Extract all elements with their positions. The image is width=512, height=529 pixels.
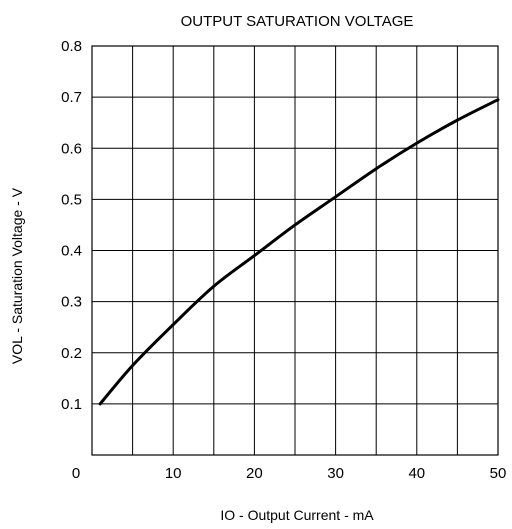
chart-title: OUTPUT SATURATION VOLTAGE (181, 13, 414, 30)
x-tick-label: 30 (327, 465, 344, 482)
y-tick-label: 0.7 (61, 89, 82, 106)
y-axis-label: VOL - Saturation Voltage - V (9, 187, 25, 364)
x-tick-labels: 0 10 20 30 40 50 (72, 465, 507, 482)
grid-layer (92, 46, 498, 455)
y-tick-label: 0.8 (61, 38, 82, 55)
y-tick-label: 0.6 (61, 140, 82, 157)
x-tick-label: 40 (408, 465, 425, 482)
y-tick-label: 0.3 (61, 294, 82, 311)
x-axis-label: IO - Output Current - mA (220, 507, 374, 523)
y-tick-label: 0.1 (61, 396, 82, 413)
saturation-voltage-curve (98, 98, 500, 406)
y-tick-labels: 0.1 0.2 0.3 0.4 0.5 0.6 0.7 0.8 (61, 38, 82, 413)
x-tick-label: 50 (490, 465, 507, 482)
series-layer (98, 98, 500, 406)
x-tick-label: 20 (246, 465, 263, 482)
y-tick-label: 0.2 (61, 345, 82, 362)
x-tick-label: 10 (165, 465, 182, 482)
y-tick-label: 0.5 (61, 191, 82, 208)
plot-frame (91, 45, 499, 456)
x-tick-label: 0 (72, 465, 80, 482)
y-tick-label: 0.4 (61, 243, 82, 260)
